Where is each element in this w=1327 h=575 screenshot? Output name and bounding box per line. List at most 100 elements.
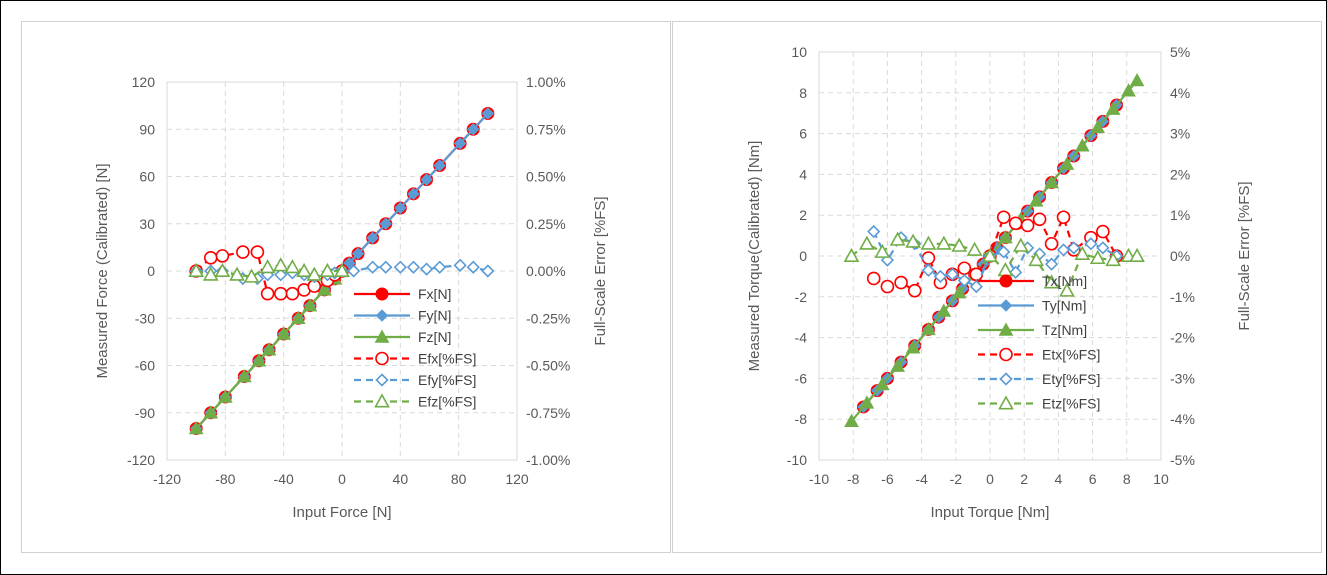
data-point	[880, 279, 895, 294]
data-point	[997, 245, 1011, 259]
legend-swatch-marker	[375, 373, 389, 387]
data-point	[957, 261, 972, 276]
data-point	[1105, 251, 1121, 267]
data-point	[951, 285, 967, 299]
data-point	[433, 260, 447, 274]
x-tick-label: 2	[1020, 471, 1028, 487]
data-point	[466, 260, 480, 274]
x-tick-label: 10	[1153, 471, 1169, 487]
y2-tick-label: -0.25%	[526, 310, 570, 326]
y-tick-label: 8	[799, 85, 807, 101]
legend-swatch-marker	[374, 393, 390, 408]
data-point	[236, 245, 250, 259]
data-point	[407, 187, 420, 201]
data-point	[365, 260, 380, 274]
data-point	[920, 235, 937, 250]
y-tick-label: -90	[135, 405, 155, 421]
x-axis-title: Input Force [N]	[292, 504, 391, 521]
data-point	[467, 123, 480, 136]
series-line	[872, 231, 1118, 289]
y-tick-label: 2	[799, 207, 807, 223]
legend-swatch-marker	[998, 322, 1014, 336]
y-tick-label: 0	[147, 263, 155, 279]
data-point	[1067, 241, 1081, 255]
data-point	[272, 257, 289, 272]
data-point	[1089, 249, 1106, 265]
data-point	[1105, 101, 1121, 115]
data-point	[889, 231, 906, 246]
legend-swatch-marker	[999, 299, 1013, 312]
data-point	[203, 250, 218, 265]
y2-tick-label: 3%	[1170, 126, 1190, 142]
data-point	[1096, 241, 1110, 255]
force-chart-panel: -120 -80 -40 0 40 80 120 120 90 60 30 0 -30 -60 -90 -12…	[21, 21, 671, 553]
data-point	[214, 262, 231, 277]
y2-axis-title: Full-Scale Error [%FS]	[592, 196, 609, 345]
data-point	[481, 107, 495, 120]
x-tick-label: -40	[274, 471, 294, 487]
data-point	[420, 173, 433, 186]
data-point	[894, 275, 908, 290]
data-point	[1084, 237, 1098, 251]
y-tick-label: 0	[799, 248, 807, 264]
y2-tick-label: -0.75%	[526, 405, 570, 421]
y2-axis-title: Full-Scale Error [%FS]	[1236, 181, 1253, 330]
legend-swatch-marker	[999, 274, 1013, 288]
legend-label: Efx[%FS]	[418, 351, 476, 367]
x-tick-label: 40	[393, 471, 409, 487]
legend-label: Fy[N]	[418, 308, 451, 324]
data-point	[866, 271, 881, 286]
data-point	[921, 321, 936, 336]
y2-tick-label: -0.50%	[526, 358, 570, 374]
data-point	[859, 235, 875, 250]
legend-swatch-marker	[374, 329, 390, 343]
data-point	[273, 286, 288, 301]
data-point	[419, 262, 434, 276]
data-point	[859, 395, 875, 409]
data-point	[1121, 83, 1136, 97]
y2-tick-label: 0.25%	[526, 216, 566, 232]
data-point	[1056, 243, 1071, 257]
legend-swatch-marker	[999, 347, 1013, 362]
data-point	[306, 266, 323, 281]
data-point	[406, 260, 421, 274]
data-point	[921, 263, 936, 277]
data-point	[969, 279, 983, 294]
y-tick-label: -10	[787, 452, 807, 468]
data-point	[188, 262, 205, 277]
data-point	[250, 245, 265, 259]
x-tick-label: 6	[1089, 471, 1097, 487]
data-point	[260, 286, 275, 301]
legend-swatch-marker	[998, 395, 1014, 410]
legend-label: Tz[Nm]	[1042, 322, 1087, 338]
y2-tick-label: 1.00%	[526, 74, 566, 90]
y-tick-label: 30	[139, 216, 155, 232]
y2-tick-label: 4%	[1170, 85, 1190, 101]
torque-chart-panel: -10 -8 -6 -4 -2 0 2 4 6 8 10 10 8 6 4 2 0 -2 -4 -6 -8 -10 5% 4%…	[672, 21, 1322, 553]
torque-chart: -10 -8 -6 -4 -2 0 2 4 6 8 10 10 8 6 4 2 0 -2 -4 -6 -8 -10 5% 4%…	[746, 44, 1253, 521]
data-point	[1012, 237, 1029, 252]
legend-label: Etx[%FS]	[1042, 347, 1100, 363]
data-point	[1044, 236, 1059, 251]
data-point	[188, 420, 204, 435]
x-axis-title: Input Torque [Nm]	[931, 504, 1050, 521]
data-point	[936, 303, 952, 317]
y-tick-label: -8	[795, 411, 808, 427]
legend-label: Ety[%FS]	[1042, 371, 1100, 387]
y2-tick-label: -1%	[1170, 289, 1195, 305]
data-point	[921, 251, 936, 265]
data-point	[379, 260, 393, 274]
legend-swatch-marker	[999, 372, 1013, 386]
data-point	[1008, 216, 1023, 231]
data-point	[1020, 218, 1035, 233]
x-tick-label: 80	[451, 471, 467, 487]
data-point	[317, 282, 332, 296]
y2-tick-label: -1.00%	[526, 452, 570, 468]
data-point	[867, 224, 881, 239]
data-point	[1043, 274, 1060, 289]
x-tick-label: 0	[986, 471, 994, 487]
data-point	[243, 268, 260, 283]
grid	[819, 52, 1161, 460]
data-point	[874, 243, 891, 258]
